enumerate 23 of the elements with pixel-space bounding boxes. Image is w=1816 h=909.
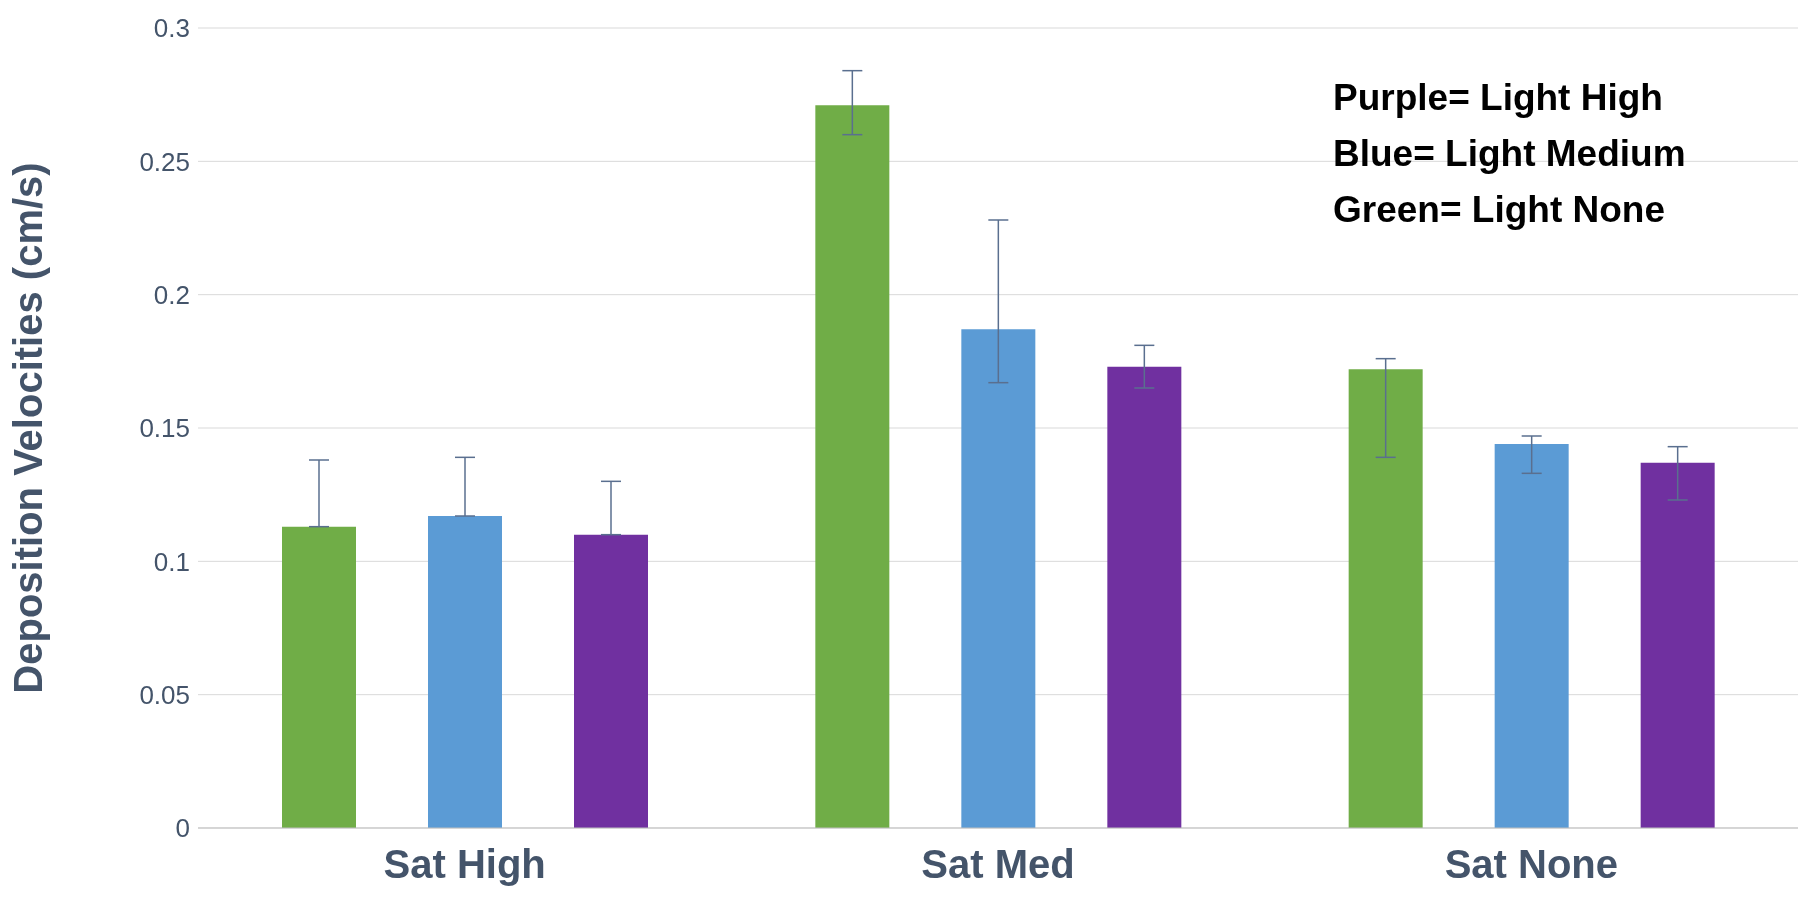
bar [282, 526, 356, 828]
bar [961, 329, 1036, 828]
x-tick-label: Sat Med [921, 842, 1075, 887]
y-tick-label: 0.15 [139, 413, 190, 444]
x-tick-label: Sat High [383, 842, 546, 887]
x-tick-label: Sat None [1444, 842, 1619, 887]
bar [1348, 369, 1423, 828]
y-tick-label: 0.05 [139, 679, 190, 710]
bar [574, 534, 648, 828]
y-tick-label: 0.3 [153, 13, 190, 44]
bar [1107, 366, 1182, 828]
y-tick-label: 0.1 [153, 546, 190, 577]
bar [1494, 444, 1569, 828]
y-tick-label: 0 [175, 813, 190, 844]
bar [428, 516, 502, 828]
y-tick-label: 0.2 [153, 279, 190, 310]
y-tick-label: 0.25 [139, 146, 190, 177]
bar [815, 105, 890, 828]
annotation: Blue= Light Medium [1333, 132, 1686, 176]
annotation: Purple= Light High [1333, 76, 1664, 120]
annotation: Green= Light None [1333, 188, 1666, 232]
bar [1640, 462, 1715, 828]
y-axis-title: Deposition Velocities (cm/s) [6, 162, 51, 694]
